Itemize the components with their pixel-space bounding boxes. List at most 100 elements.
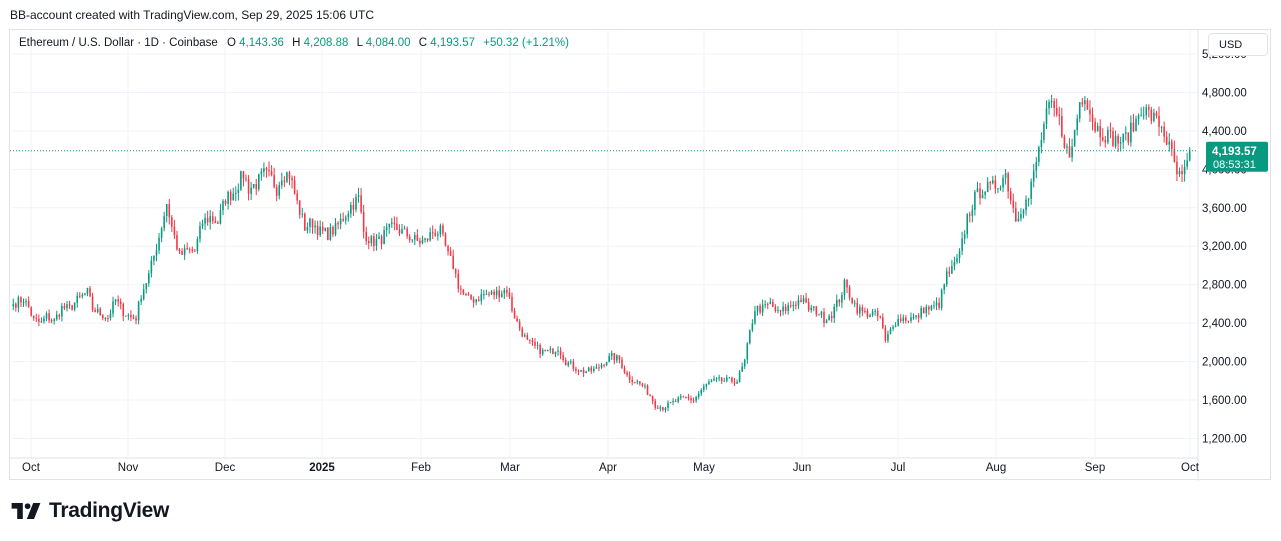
candle bbox=[1043, 121, 1045, 144]
candle-body bbox=[20, 297, 22, 303]
candle bbox=[237, 183, 240, 201]
candle-body bbox=[825, 320, 828, 324]
candle bbox=[981, 189, 984, 199]
candle bbox=[577, 369, 580, 376]
candle-body bbox=[204, 217, 206, 224]
x-tick-label: Feb bbox=[411, 462, 431, 474]
candle bbox=[989, 181, 992, 191]
candle bbox=[595, 363, 598, 369]
candle-body bbox=[723, 380, 726, 382]
candle bbox=[1127, 132, 1130, 146]
candle-body bbox=[201, 223, 204, 227]
candle bbox=[572, 358, 575, 372]
candle bbox=[564, 357, 567, 366]
candle bbox=[897, 314, 899, 327]
candles-layer bbox=[12, 94, 1191, 413]
candle bbox=[365, 226, 368, 245]
candle bbox=[81, 292, 84, 299]
candle bbox=[654, 398, 656, 410]
candle-body bbox=[1168, 141, 1171, 145]
candle bbox=[662, 406, 664, 412]
y-axis[interactable]: 1,200.00 1,600.00 2,000.00 2,400.00 2,800.00… bbox=[1197, 30, 1247, 481]
candle bbox=[587, 366, 590, 372]
candle bbox=[708, 379, 710, 385]
candle-body bbox=[429, 232, 431, 241]
candle bbox=[355, 193, 357, 213]
candle-body bbox=[406, 228, 408, 237]
candle-body bbox=[1135, 118, 1137, 132]
candle bbox=[541, 348, 544, 356]
candle-body bbox=[905, 317, 907, 321]
candle bbox=[789, 300, 792, 308]
tradingview-logo[interactable]: TradingView bbox=[11, 498, 169, 524]
candle-body bbox=[94, 309, 96, 312]
candle-body bbox=[1112, 131, 1114, 147]
candle-body bbox=[856, 302, 859, 314]
candle bbox=[158, 233, 160, 255]
candle bbox=[211, 211, 214, 224]
candle-body bbox=[270, 171, 273, 176]
candle-body bbox=[1032, 170, 1035, 182]
candle-body bbox=[511, 296, 513, 311]
grid-layer bbox=[12, 30, 1198, 458]
candle-body bbox=[1061, 116, 1063, 137]
candle bbox=[227, 190, 229, 210]
candle bbox=[78, 292, 81, 299]
candle bbox=[250, 181, 252, 201]
candle-body bbox=[703, 386, 705, 390]
chart-pane[interactable]: 1,200.00 1,600.00 2,000.00 2,400.00 2,800.00… bbox=[9, 29, 1272, 481]
candle-body bbox=[613, 353, 616, 361]
candle-body bbox=[465, 293, 467, 295]
candle-body bbox=[884, 327, 887, 341]
candle bbox=[53, 318, 55, 325]
x-axis[interactable]: Oct Nov Dec 2025 Feb Mar Apr May Jun Jul Aug Sep Oct bbox=[10, 457, 1200, 474]
candle-body bbox=[838, 299, 841, 303]
candle-body bbox=[754, 311, 756, 324]
currency-selector[interactable]: USD bbox=[1208, 33, 1268, 56]
candle-body bbox=[956, 258, 958, 263]
candle-body bbox=[943, 284, 945, 290]
candle-body bbox=[633, 382, 636, 384]
candle-body bbox=[293, 180, 296, 194]
candle-body bbox=[1142, 115, 1145, 117]
candle bbox=[265, 166, 268, 178]
candle-body bbox=[938, 302, 940, 308]
candle bbox=[311, 218, 314, 234]
candle bbox=[835, 294, 838, 312]
candle-body bbox=[1017, 218, 1020, 222]
candle bbox=[327, 227, 329, 241]
candle-body bbox=[209, 216, 211, 223]
candle bbox=[421, 235, 424, 245]
candle bbox=[431, 225, 434, 240]
price-chart[interactable]: 1,200.00 1,600.00 2,000.00 2,400.00 2,800.00… bbox=[10, 30, 1272, 481]
candle bbox=[802, 295, 805, 305]
candle-body bbox=[590, 367, 593, 372]
candle-body bbox=[984, 192, 986, 195]
candle-body bbox=[227, 191, 229, 204]
candle-body bbox=[181, 251, 183, 255]
candle-body bbox=[347, 213, 350, 218]
candle-body bbox=[843, 279, 846, 295]
candle-body bbox=[222, 200, 224, 211]
candle-body bbox=[125, 315, 127, 317]
candle bbox=[871, 308, 874, 318]
x-tick-label: 2025 bbox=[309, 462, 335, 474]
candle-body bbox=[78, 295, 81, 297]
candle-body bbox=[562, 355, 564, 361]
candle bbox=[1032, 164, 1035, 188]
candle-body bbox=[1053, 101, 1055, 108]
candle bbox=[933, 300, 935, 310]
candle-body bbox=[426, 238, 429, 241]
candle-body bbox=[570, 361, 572, 363]
candle-body bbox=[907, 320, 910, 322]
candle bbox=[439, 223, 442, 238]
candle-body bbox=[979, 188, 981, 199]
candle-body bbox=[234, 192, 237, 194]
candle bbox=[232, 187, 235, 201]
candle bbox=[1186, 152, 1188, 170]
candle-body bbox=[616, 355, 618, 361]
candle-body bbox=[142, 289, 145, 299]
candle bbox=[334, 218, 337, 237]
candle-body bbox=[1043, 124, 1045, 140]
candle-body bbox=[40, 321, 43, 323]
